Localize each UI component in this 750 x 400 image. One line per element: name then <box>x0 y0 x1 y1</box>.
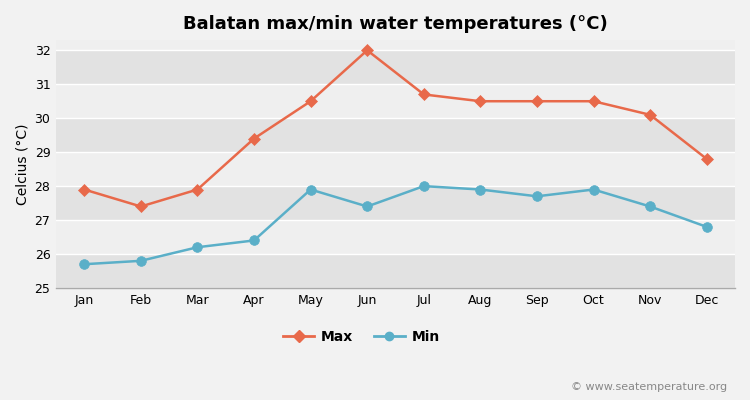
Max <box>702 156 711 161</box>
Bar <box>56 118 735 152</box>
Min <box>80 262 88 267</box>
Max <box>476 99 484 104</box>
Min <box>589 187 598 192</box>
Max <box>193 187 202 192</box>
Line: Max: Max <box>80 46 711 211</box>
Max <box>419 92 428 97</box>
Legend: Max, Min: Max, Min <box>278 325 446 350</box>
Y-axis label: Celcius (°C): Celcius (°C) <box>15 123 29 205</box>
Max <box>306 99 315 104</box>
Max <box>136 204 146 209</box>
Min <box>193 245 202 250</box>
Bar <box>56 152 735 186</box>
Bar <box>56 220 735 254</box>
Bar <box>56 84 735 118</box>
Min <box>476 187 484 192</box>
Min <box>363 204 372 209</box>
Max <box>250 136 259 141</box>
Max <box>589 99 598 104</box>
Bar <box>56 186 735 220</box>
Text: © www.seatemperature.org: © www.seatemperature.org <box>572 382 728 392</box>
Title: Balatan max/min water temperatures (°C): Balatan max/min water temperatures (°C) <box>183 15 608 33</box>
Min <box>250 238 259 243</box>
Min <box>702 224 711 229</box>
Max <box>80 187 88 192</box>
Bar <box>56 254 735 288</box>
Max <box>532 99 542 104</box>
Min <box>419 184 428 188</box>
Max <box>646 112 655 117</box>
Max <box>363 48 372 53</box>
Min <box>136 258 146 263</box>
Min <box>306 187 315 192</box>
Line: Min: Min <box>80 181 712 269</box>
Bar <box>56 50 735 84</box>
Min <box>646 204 655 209</box>
Min <box>532 194 542 199</box>
